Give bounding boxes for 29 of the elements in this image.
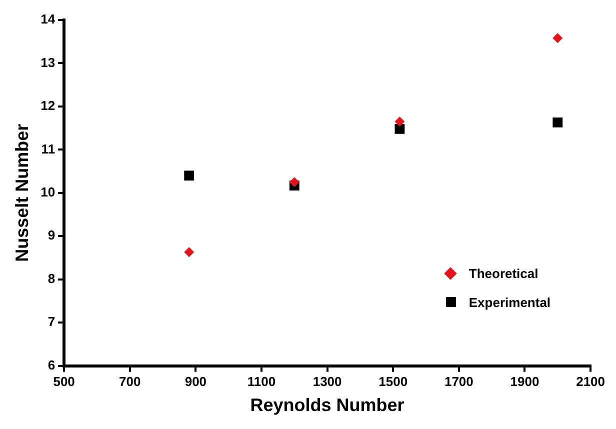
point <box>289 177 300 188</box>
x-axis-title: Reynolds Number <box>250 395 404 416</box>
x-tick-label: 1500 <box>378 374 408 390</box>
y-axis-title: Nusselt Number <box>12 124 32 262</box>
point <box>552 33 563 44</box>
y-tick-label: 11 <box>41 141 56 156</box>
y-tick-label: 13 <box>40 54 56 70</box>
y-tick-label: 7 <box>48 314 56 330</box>
x-tick-label: 500 <box>53 374 75 390</box>
point <box>552 117 563 128</box>
y-tick-label: 9 <box>48 228 56 243</box>
legend-label: Experimental <box>468 294 551 310</box>
x-tick-label: 1700 <box>444 374 474 390</box>
x-tick-label: 2100 <box>576 374 605 390</box>
y-tick-label: 12 <box>40 98 56 114</box>
legend-label: Theoretical <box>468 266 538 281</box>
x-tick-label: 900 <box>184 374 207 390</box>
point <box>184 247 194 258</box>
point <box>394 116 405 127</box>
y-tick-label: 10 <box>40 184 56 200</box>
x-tick-label: 1100 <box>247 374 276 390</box>
x-tick-label: 700 <box>119 374 141 390</box>
y-tick-label: 6 <box>48 357 56 372</box>
x-tick-label: 1300 <box>312 374 342 390</box>
point <box>394 124 405 134</box>
y-tick-label: 8 <box>48 270 56 286</box>
y-tick-label: 14 <box>40 12 56 27</box>
x-tick-label: 1900 <box>510 374 540 390</box>
point <box>184 170 194 181</box>
